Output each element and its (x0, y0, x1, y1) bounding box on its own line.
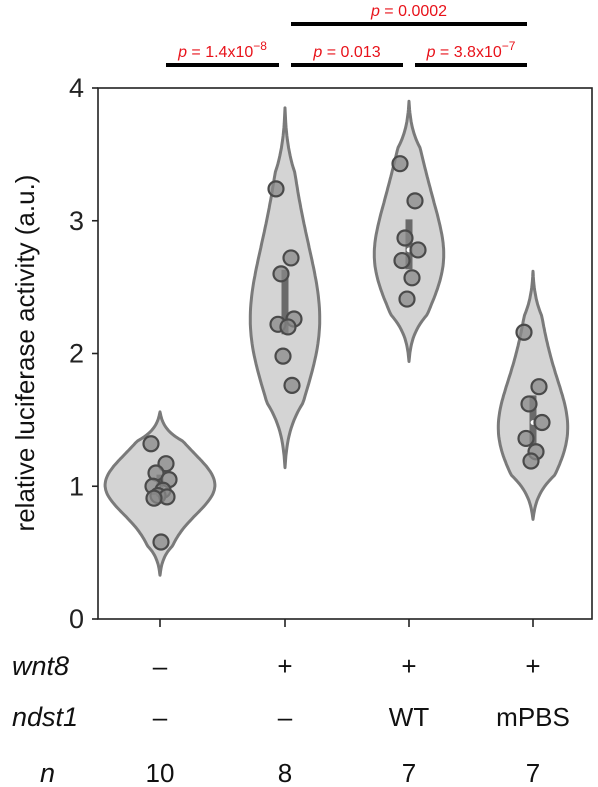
data-point (142, 435, 160, 453)
row-label-n: n (40, 758, 55, 787)
data-point (515, 323, 533, 341)
data-point (403, 269, 421, 287)
p-value-label: p = 3.8x10−7 (426, 39, 516, 61)
data-point (152, 533, 170, 551)
y-tick-label: 1 (69, 471, 84, 501)
data-point (279, 318, 297, 336)
data-point (272, 265, 290, 283)
y-axis-label: relative luciferase activity (a.u.) (10, 175, 40, 532)
violin-body (496, 269, 570, 521)
row-label-wnt8: wnt8 (12, 651, 69, 681)
data-point (530, 378, 548, 396)
data-point (398, 290, 416, 308)
condition-ndst1: – (278, 702, 293, 732)
data-point (522, 452, 540, 470)
data-point (267, 180, 285, 198)
y-tick-label: 3 (69, 206, 84, 236)
condition-wnt8: – (153, 651, 168, 681)
condition-n: 7 (402, 758, 416, 787)
data-point (396, 229, 414, 247)
condition-wnt8: + (277, 651, 292, 681)
condition-wnt8: + (525, 651, 540, 681)
condition-wnt8: + (401, 651, 416, 681)
row-label-ndst1: ndst1 (12, 702, 78, 732)
data-point (409, 241, 427, 259)
y-tick-label: 2 (69, 339, 84, 369)
data-point (274, 347, 292, 365)
y-tick-label: 4 (69, 73, 84, 103)
condition-labels: – – 10 + – 8 + WT 7 + mPBS 7 (146, 651, 570, 787)
condition-ndst1: mPBS (496, 702, 570, 732)
p-value-label: p = 0.013 (312, 44, 380, 61)
condition-ndst1: – (153, 702, 168, 732)
condition-n: 8 (278, 758, 292, 787)
condition-n: 7 (526, 758, 540, 787)
data-point (406, 192, 424, 210)
violins (103, 99, 570, 577)
y-ticks: 0 1 2 3 4 (69, 73, 98, 634)
data-point (533, 413, 551, 432)
p-value-label: p = 1.4x10−8 (177, 39, 267, 61)
data-point (517, 429, 535, 448)
x-ticks (159, 619, 534, 627)
condition-ndst1: WT (389, 702, 430, 732)
data-point (391, 155, 409, 173)
condition-n: 10 (146, 758, 175, 787)
data-point (283, 376, 301, 394)
data-point (282, 249, 300, 267)
p-value-label: p = 0.0002 (370, 3, 447, 20)
data-point (520, 395, 538, 413)
significance-brackets: p = 1.4x10−8 p = 0.013 p = 3.8x10−7 p = 0.0… (166, 3, 527, 67)
data-point (393, 251, 411, 270)
data-point (145, 489, 163, 507)
y-tick-label: 0 (69, 604, 84, 634)
